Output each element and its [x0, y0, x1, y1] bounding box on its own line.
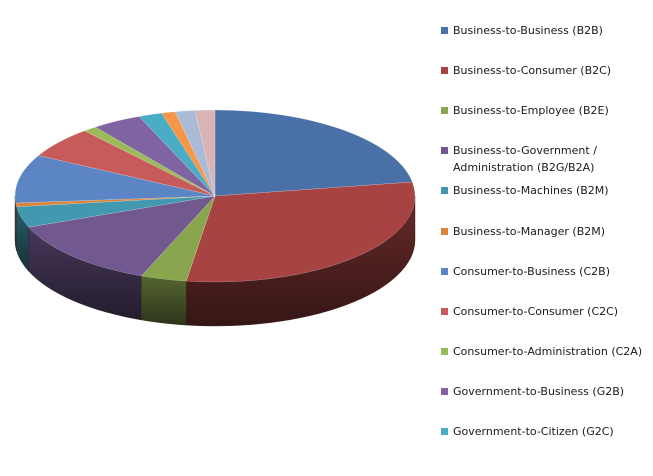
pie-slice-1[interactable] — [214, 109, 413, 197]
legend-label: Consumer-to-Consumer (C2C) — [453, 304, 619, 318]
pie-slice-8[interactable] — [37, 130, 216, 197]
legend-item[interactable]: Consumer-to-Business (C2B) — [441, 263, 610, 280]
legend-swatch — [441, 187, 448, 195]
pie-slice-4[interactable] — [28, 195, 216, 277]
legend-label: Business-to-Employee (B2E) — [453, 104, 609, 118]
legend-item[interactable]: Consumer-to-Administration (C2A) — [441, 343, 642, 360]
legend-item[interactable]: Business-to-Government / Administration … — [441, 142, 597, 176]
legend-label: Government-to-Business (G2B) — [453, 384, 625, 398]
pie-slice-14[interactable] — [194, 109, 216, 197]
legend-label: Consumer-to-Business (C2B) — [453, 264, 610, 278]
pie-side-walls — [14, 195, 416, 327]
legend-item[interactable]: Business-to-Business (B2B) — [441, 22, 603, 39]
pie-slice-2[interactable] — [185, 181, 416, 283]
legend-item[interactable]: Business-to-Employee (B2E) — [441, 102, 609, 119]
pie-slice-13[interactable] — [174, 110, 216, 197]
legend-item[interactable]: Government-to-Business (G2B) — [441, 383, 624, 400]
legend-item[interactable]: Government-to-Citizen (G2C) — [441, 423, 614, 440]
pie-top-faces — [14, 109, 416, 283]
legend-label: Business-to-Machines (B2M) — [453, 184, 609, 198]
pie-slice-7[interactable] — [14, 155, 216, 204]
legend-swatch — [441, 27, 448, 34]
pie-slice-10[interactable] — [94, 116, 216, 197]
legend-swatch — [441, 307, 448, 315]
legend-label: Consumer-to-Administration (C2A) — [453, 344, 643, 358]
legend-swatch — [441, 347, 448, 355]
legend-item[interactable]: Business-to-Consumer (B2C) — [441, 62, 611, 79]
legend-swatch — [441, 227, 448, 235]
legend-swatch — [441, 387, 448, 395]
legend-item[interactable]: Consumer-to-Consumer (C2C) — [441, 303, 618, 320]
legend-item[interactable]: Business-to-Manager (B2M) — [441, 223, 605, 240]
legend-label: Business-to-Consumer (B2C) — [453, 64, 612, 78]
legend-swatch — [441, 147, 448, 155]
legend-label: Business-to-Business (B2B) — [453, 24, 603, 37]
legend-swatch — [441, 267, 448, 275]
legend-item[interactable]: Business-to-Machines (B2M) — [441, 182, 609, 199]
legend-label: Government-to-Citizen (G2C) — [453, 425, 614, 438]
legend-label: Business-to-Government / Administration … — [453, 144, 597, 175]
legend-swatch — [441, 107, 448, 115]
pie-slice-11[interactable] — [138, 112, 216, 197]
pie-slice-side-3 — [141, 275, 187, 326]
pie-slice-12[interactable] — [161, 111, 216, 197]
pie-slice-3[interactable] — [140, 195, 216, 282]
pie-slice-5[interactable] — [16, 195, 216, 228]
legend-swatch — [441, 67, 448, 75]
pie-slice-6[interactable] — [15, 195, 216, 208]
legend-label: Business-to-Manager (B2M) — [453, 224, 606, 238]
pie-slice-9[interactable] — [84, 126, 216, 197]
legend-swatch — [441, 428, 448, 435]
